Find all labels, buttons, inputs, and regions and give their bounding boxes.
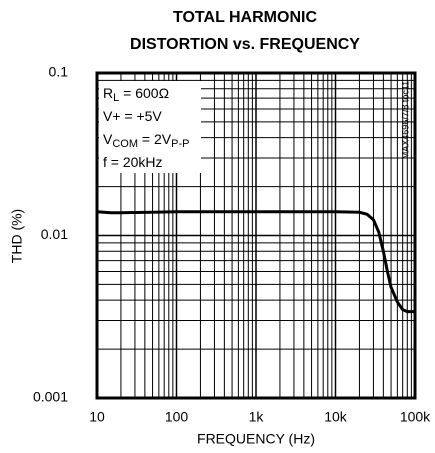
x-tick-label: 1k [249,409,265,425]
annotation: V+ = +5V [103,108,162,124]
chart-title: DISTORTION vs. FREQUENCY [130,36,360,53]
x-axis-label: FREQUENCY (Hz) [197,431,315,447]
annotation-part: V [103,131,113,147]
plot-frame [95,71,417,400]
annotation-part: R [103,85,113,101]
annotation: RL = 600Ω [103,85,169,104]
annotation: f = 20kHz [103,154,163,170]
y-tick-label: 0.001 [33,389,68,405]
annotation-part: COM [112,138,138,150]
y-axis-label: THD (%) [9,209,25,263]
annotation-part: f = 20kHz [103,154,163,170]
side-note: MAX4696/7/8 toc11 [400,81,410,159]
x-tick-label: 100k [400,409,431,425]
annotation-box [99,81,201,173]
annotation-part: = 600Ω [119,85,169,101]
x-tick-label: 100 [165,409,189,425]
data-line [96,210,415,314]
annotation-part: V+ = +5V [103,108,162,124]
annotation: VCOM = 2VP-P [103,131,189,150]
y-tick-label: 0.1 [49,64,69,80]
y-tick-label: 0.01 [41,226,68,242]
chart-title: TOTAL HARMONIC [173,9,317,26]
x-tick-label: 10k [324,409,348,425]
annotation-part: = 2V [138,131,172,147]
x-tick-label: 10 [89,409,105,425]
annotation-part: P-P [171,138,189,150]
annotation-part: L [113,92,119,104]
